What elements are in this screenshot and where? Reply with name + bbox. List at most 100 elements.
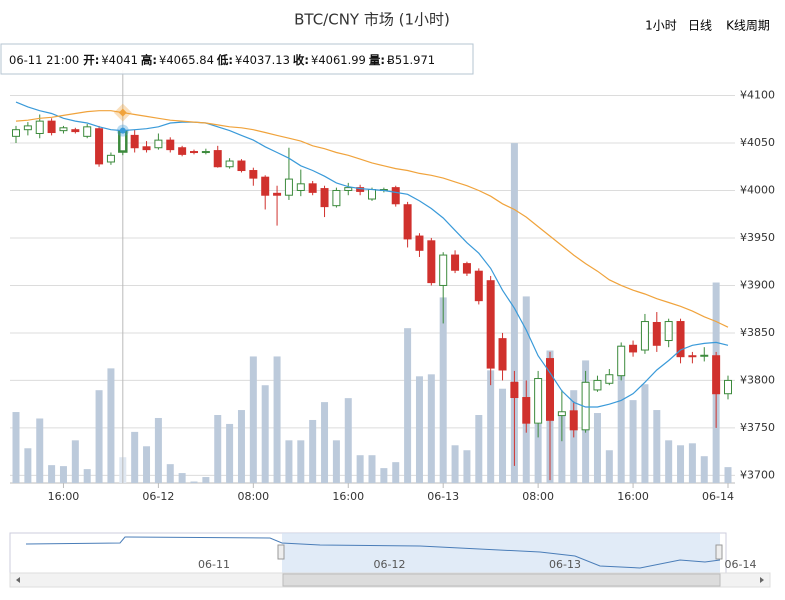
plot-area (10, 70, 735, 488)
volume-bar (249, 356, 257, 483)
tooltip-field: 06-11 21:00 (9, 53, 79, 67)
volume-bar (439, 297, 447, 483)
volume-bar (368, 455, 376, 483)
candle-body (273, 192, 282, 196)
y-tick-label: ¥3850 (740, 326, 775, 339)
x-tick-label: 06-14 (702, 490, 734, 503)
volume-bar (309, 419, 317, 483)
volume-bar (605, 450, 613, 483)
volume-bar (499, 388, 507, 483)
navigator-window[interactable] (282, 533, 720, 573)
candle-body (712, 355, 721, 395)
volume-bar (59, 466, 67, 483)
candle-body (522, 397, 531, 424)
candle-body (261, 176, 270, 196)
volume-bar (404, 328, 412, 483)
period-button[interactable]: K线周期 (726, 19, 770, 33)
tooltip-field: Ƀ51.971 (387, 53, 435, 67)
volume-bar (214, 415, 222, 483)
volume-bar (297, 440, 305, 483)
candle-body (344, 187, 353, 191)
tooltip-field: ¥4061.99 (311, 53, 366, 67)
candle-body (676, 321, 685, 358)
navigator-handle[interactable] (277, 544, 285, 560)
volume-bar (12, 412, 20, 483)
candle-body (23, 125, 32, 131)
volume-bar (665, 440, 673, 483)
x-tick-label: 16:00 (332, 490, 364, 503)
y-tick-label: ¥4050 (740, 136, 775, 149)
volume-bar (24, 448, 32, 483)
x-tick-label: 16:00 (617, 490, 649, 503)
volume-bar (475, 415, 483, 483)
scrollbar-thumb[interactable] (282, 573, 721, 587)
candle-body (569, 410, 578, 431)
volume-bar (415, 376, 423, 483)
y-tick-label: ¥4100 (740, 88, 775, 101)
volume-bar (653, 410, 661, 483)
x-tick-label: 08:00 (237, 490, 269, 503)
candle-body (332, 189, 341, 207)
volume-bar (392, 462, 400, 483)
candle-body (664, 321, 673, 342)
tooltip-box (0, 43, 474, 75)
candle-body (296, 183, 305, 191)
y-tick-label: ¥3900 (740, 278, 775, 291)
candle-body (617, 345, 626, 377)
candle-body (154, 139, 163, 149)
volume-bar (688, 443, 696, 483)
volume-bar (237, 410, 245, 483)
volume-bar (321, 402, 329, 483)
y-tick-label: ¥3750 (740, 421, 775, 434)
candle-body (415, 235, 424, 251)
volume-bar (48, 465, 56, 483)
volume-bar (178, 473, 186, 483)
candle-body (629, 344, 638, 353)
volume-bar (273, 356, 281, 483)
candle-body (356, 187, 365, 192)
candle-body (474, 270, 483, 302)
tooltip-field: ¥4065.84 (159, 53, 214, 67)
candle-body (130, 134, 139, 149)
candle-body (284, 178, 293, 196)
volume-bar (344, 398, 352, 483)
volume-bar (166, 464, 174, 483)
volume-bar (510, 143, 518, 483)
volume-bar (356, 455, 364, 483)
y-tick-label: ¥3950 (740, 231, 775, 244)
candle-body (510, 381, 519, 399)
volume-bar (332, 440, 340, 483)
volume-bar (700, 456, 708, 483)
candle-body (47, 120, 56, 134)
candle-body (368, 189, 376, 200)
candle-body (534, 378, 543, 424)
candle-body (605, 374, 614, 384)
candle-body (166, 139, 175, 151)
period-button[interactable]: 1小时 (645, 19, 677, 33)
candle-body (142, 146, 151, 151)
period-button[interactable]: 日线 (688, 19, 712, 33)
candle-body (557, 411, 566, 417)
candle-body (451, 254, 460, 271)
volume-bar (617, 345, 625, 483)
volume-bar (95, 390, 103, 483)
candle-body (201, 151, 210, 154)
volume-bar (285, 440, 293, 483)
volume-bar (487, 370, 495, 483)
candle-body (320, 188, 329, 208)
tooltip-field: 收: (293, 53, 309, 67)
candle-body (403, 204, 412, 240)
volume-bar (380, 468, 388, 483)
candle-body (308, 183, 317, 193)
volume-bar (534, 423, 542, 483)
volume-bar (463, 450, 471, 483)
tooltip-field: 量: (369, 53, 385, 67)
candle-body (213, 150, 222, 168)
navigator-label: 06-14 (725, 558, 757, 571)
candle-body (439, 254, 448, 286)
x-tick-label: 16:00 (48, 490, 80, 503)
navigator-handle[interactable] (715, 544, 723, 560)
candle-body (83, 126, 92, 137)
